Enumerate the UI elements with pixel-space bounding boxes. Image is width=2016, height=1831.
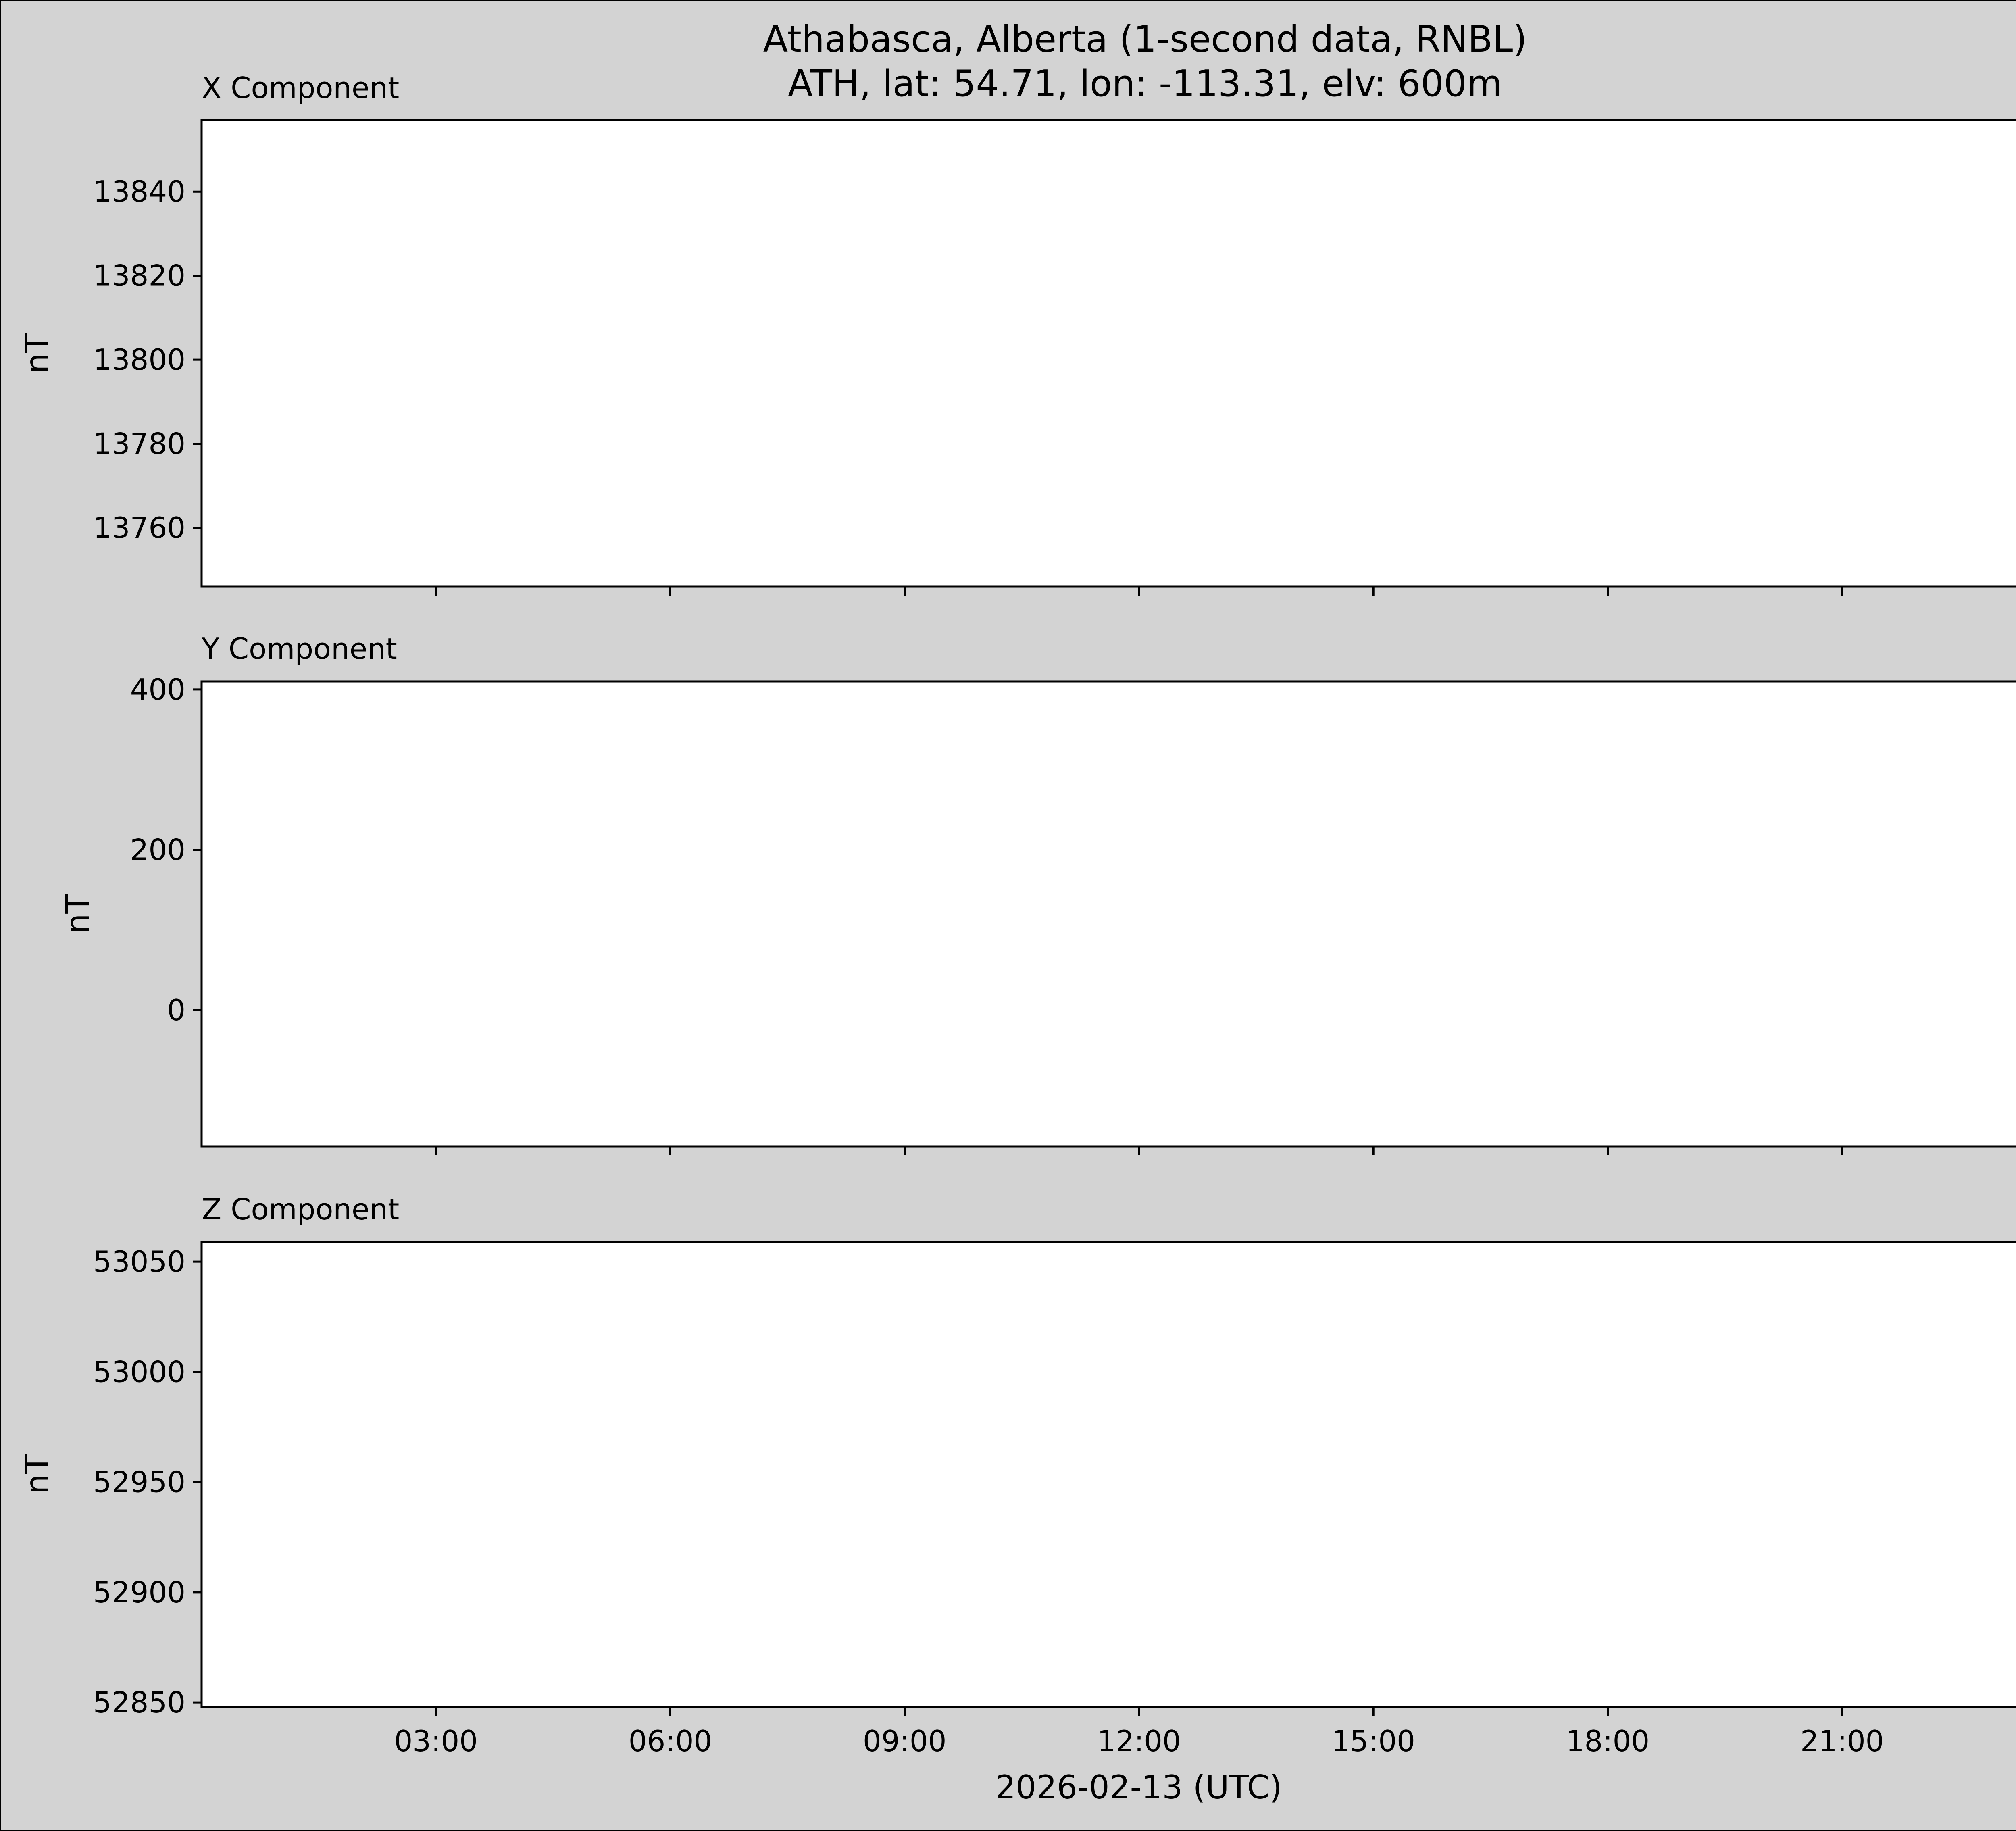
x-tick-label: 09:00: [863, 1724, 947, 1758]
x-tick-label: 15:00: [1332, 1724, 1416, 1758]
figure-title-line1: Athabasca, Alberta (1-second data, RNBL): [763, 18, 1527, 60]
y-axis-label: nT: [19, 333, 56, 374]
y-tick-label: 13840: [93, 175, 185, 208]
figure-title-line2: ATH, lat: 54.71, lon: -113.31, elv: 600m: [788, 62, 1502, 105]
panel-title: Z Component: [202, 1192, 399, 1226]
y-tick-label: 52850: [93, 1685, 185, 1719]
y-axis-label: nT: [19, 1454, 56, 1495]
y-tick-label: 200: [130, 833, 185, 867]
y-tick-label: 52900: [93, 1575, 185, 1609]
y-axis-label: nT: [59, 894, 96, 934]
x-tick-label: 12:00: [1097, 1724, 1181, 1758]
panel-title: Y Component: [201, 632, 397, 666]
x-tick-label: 21:00: [1800, 1724, 1884, 1758]
y-tick-label: 13780: [93, 427, 185, 461]
x-axis-label: 2026-02-13 (UTC): [995, 1769, 1282, 1806]
y-tick-label: 400: [130, 673, 185, 706]
y-component-panel: 0 200 400 Y Component nT: [59, 632, 2016, 1155]
y-tick-label: 13820: [93, 259, 185, 293]
z-component-panel: 52850 52900 52950 53000 53050 03:00 06:00 09:00…: [19, 1192, 2016, 1758]
y-tick-label: 13760: [93, 511, 185, 545]
y-tick-label: 53050: [93, 1245, 185, 1279]
y-tick-label: 52950: [93, 1465, 185, 1499]
y-tick-label: 13800: [93, 343, 185, 377]
plot-frame: [200, 1241, 2016, 1708]
x-tick-label: 03:00: [394, 1724, 478, 1758]
y-tick-label: 0: [167, 993, 185, 1027]
x-tick-label: 06:00: [629, 1724, 712, 1758]
plot-frame: [200, 119, 2016, 588]
y-tick-label: 53000: [93, 1355, 185, 1389]
x-tick-label: 18:00: [1566, 1724, 1650, 1758]
x-component-panel: 13760 13780 13800 13820 13840 X Component nT: [19, 71, 2016, 596]
panel-title: X Component: [202, 71, 399, 105]
plot-frame: [200, 680, 2016, 1148]
